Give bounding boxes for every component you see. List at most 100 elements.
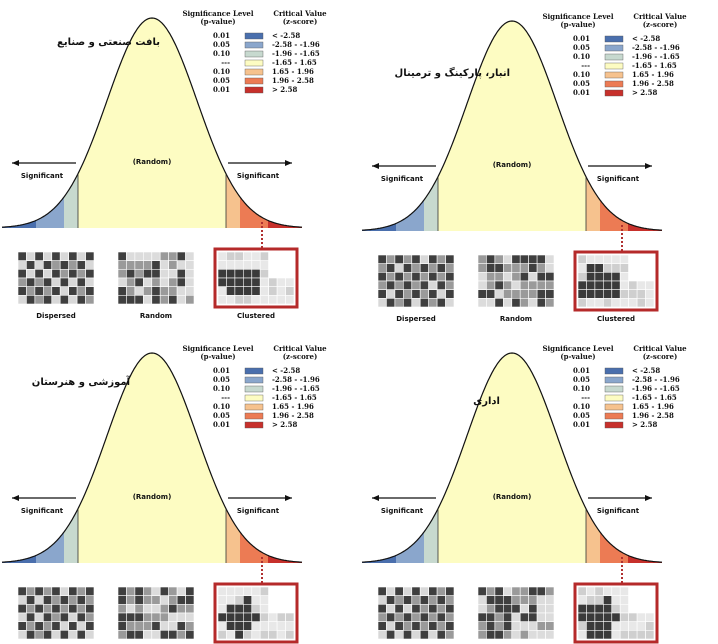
map-cell bbox=[411, 612, 421, 622]
map-cell bbox=[76, 595, 86, 605]
map-cell bbox=[117, 294, 127, 305]
map-cell bbox=[445, 280, 455, 290]
map-cell bbox=[494, 254, 504, 264]
arrow-head bbox=[285, 495, 292, 501]
map-cell bbox=[159, 251, 169, 261]
map-cell bbox=[76, 629, 86, 640]
legend-z-score: -2.58 - -1.96 bbox=[632, 43, 680, 52]
map-cell bbox=[285, 612, 295, 622]
map-cell bbox=[586, 280, 596, 290]
map-cell bbox=[234, 294, 244, 305]
map-cell bbox=[68, 286, 78, 296]
map-cell bbox=[34, 268, 44, 279]
map-cell bbox=[217, 629, 227, 640]
map-cell bbox=[436, 263, 446, 273]
map-cell bbox=[519, 586, 529, 596]
legend-z-score: 1.96 - 2.58 bbox=[632, 79, 674, 88]
map-cell bbox=[185, 603, 195, 614]
legend-swatch bbox=[604, 53, 624, 61]
map-cell bbox=[251, 251, 261, 261]
map-cell bbox=[545, 612, 555, 622]
legend-z-score: 1.96 - 2.58 bbox=[272, 76, 314, 85]
legend-header: (z-score) bbox=[283, 352, 318, 361]
bell-curve bbox=[1, 352, 303, 563]
map-cell bbox=[628, 603, 638, 614]
map-cell bbox=[243, 629, 253, 640]
map-cell bbox=[259, 586, 269, 596]
curve-region bbox=[424, 508, 438, 563]
map-cell bbox=[76, 586, 86, 596]
map-cell bbox=[285, 251, 295, 261]
map-cell bbox=[394, 263, 404, 273]
map-cell bbox=[628, 254, 638, 264]
map-cell bbox=[251, 629, 261, 640]
legend-p-value: 0.10 bbox=[213, 67, 230, 76]
right-label: Significant bbox=[237, 172, 280, 180]
map-cell bbox=[151, 621, 161, 631]
map-cell bbox=[419, 621, 429, 631]
map-cell bbox=[477, 297, 487, 308]
map-cell bbox=[268, 268, 278, 279]
map-cell bbox=[59, 260, 69, 270]
map-cell bbox=[26, 595, 36, 605]
legend-p-value: 0.01 bbox=[213, 85, 230, 94]
map-cell bbox=[117, 629, 127, 640]
map-cell bbox=[386, 629, 396, 640]
map-cell bbox=[519, 612, 529, 622]
map-cell bbox=[519, 280, 529, 290]
map-cell bbox=[486, 254, 496, 264]
map-cell bbox=[436, 621, 446, 631]
map-cell bbox=[603, 289, 613, 299]
legend-header: Critical Value bbox=[273, 9, 327, 18]
map-cell bbox=[59, 621, 69, 631]
map-cell bbox=[545, 289, 555, 299]
map-cell bbox=[59, 268, 69, 279]
map-cell bbox=[402, 280, 412, 290]
map-cell bbox=[586, 621, 596, 631]
legend-p-value: 0.01 bbox=[573, 366, 590, 375]
map-cell bbox=[486, 297, 496, 308]
map-cell bbox=[603, 603, 613, 614]
map-cell bbox=[619, 280, 629, 290]
map-cell bbox=[42, 286, 52, 296]
curve-region bbox=[226, 173, 240, 228]
map-cell bbox=[151, 294, 161, 305]
map-cell bbox=[377, 297, 387, 308]
legend-p-value: 0.05 bbox=[213, 40, 230, 49]
map-cell bbox=[494, 629, 504, 640]
map-cell bbox=[285, 260, 295, 270]
map-cell bbox=[134, 621, 144, 631]
map-cell bbox=[519, 297, 529, 308]
map-cell bbox=[611, 586, 621, 596]
map-cell bbox=[151, 629, 161, 640]
map-cell bbox=[577, 271, 587, 282]
map-cell bbox=[503, 271, 513, 282]
legend-z-score: -2.58 - -1.96 bbox=[272, 40, 320, 49]
map-cell bbox=[59, 286, 69, 296]
map-cell bbox=[386, 289, 396, 299]
map-label: Random bbox=[500, 315, 532, 323]
map-cell bbox=[159, 277, 169, 287]
map-cell bbox=[528, 280, 538, 290]
map-cell bbox=[234, 268, 244, 279]
map-cell bbox=[519, 289, 529, 299]
map-cell bbox=[51, 251, 61, 261]
map-cell bbox=[577, 629, 587, 640]
legend-swatch bbox=[604, 89, 624, 97]
map-cell bbox=[243, 603, 253, 614]
map-cell bbox=[76, 612, 86, 622]
legend-swatch bbox=[604, 421, 624, 429]
legend-z-score: 1.96 - 2.58 bbox=[632, 411, 674, 420]
map-cell bbox=[503, 612, 513, 622]
map-cell bbox=[168, 294, 178, 305]
map-cell bbox=[176, 612, 186, 622]
map-cell bbox=[477, 629, 487, 640]
map-cell bbox=[503, 629, 513, 640]
map-cell bbox=[477, 289, 487, 299]
map-cell bbox=[645, 280, 655, 290]
map-cell bbox=[619, 289, 629, 299]
map-cell bbox=[436, 254, 446, 264]
map-cell bbox=[377, 595, 387, 605]
map-cell bbox=[243, 612, 253, 622]
map-cell bbox=[26, 260, 36, 270]
